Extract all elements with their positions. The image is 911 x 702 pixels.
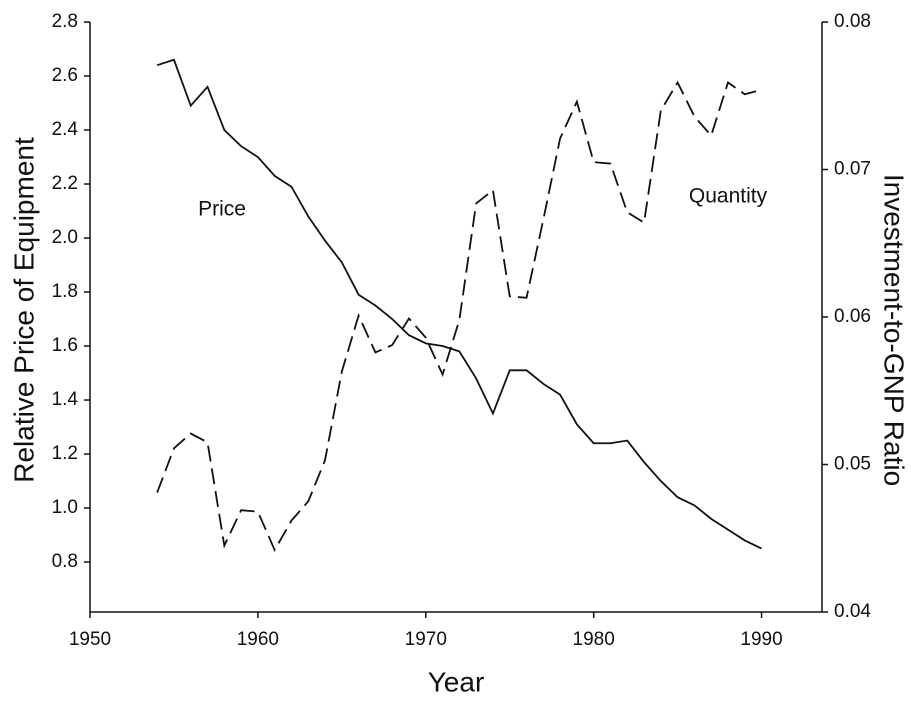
y-tick-label: 2.2: [52, 173, 78, 194]
y-tick-label: 2.8: [52, 11, 78, 32]
x-tick-label: 1970: [405, 629, 447, 650]
x-tick-label: 1990: [740, 629, 782, 650]
y2-tick-label: 0.07: [834, 159, 871, 180]
x-tick-label: 1950: [69, 629, 111, 650]
y-tick-label: 2.6: [52, 65, 78, 86]
x-tick-label: 1960: [237, 629, 279, 650]
y-tick-label: 1.6: [52, 335, 78, 356]
y2-axis-title: Investment-to-GNP Ratio: [879, 174, 910, 486]
y-tick-label: 1.2: [52, 443, 78, 464]
y-tick-label: 1.0: [52, 497, 78, 518]
y-tick-label: 1.4: [52, 389, 79, 410]
x-axis-title: Year: [428, 666, 485, 697]
x-tick-label: 1980: [573, 629, 615, 650]
series-line: [156, 80, 762, 553]
y2-tick-label: 0.05: [834, 454, 871, 475]
y2-tick-label: 0.08: [834, 11, 871, 32]
series-label: Quantity: [689, 185, 768, 208]
y-axis-title: Relative Price of Equipment: [8, 137, 39, 483]
y-tick-label: 1.8: [52, 281, 78, 302]
series-line: [156, 58, 762, 550]
y-tick-label: 2.4: [52, 119, 79, 140]
y2-tick-label: 0.04: [834, 601, 871, 622]
y2-tick-label: 0.06: [834, 306, 871, 327]
y-tick-label: 2.0: [52, 227, 78, 248]
y-tick-label: 0.8: [52, 551, 78, 572]
series-label: Price: [198, 198, 246, 221]
